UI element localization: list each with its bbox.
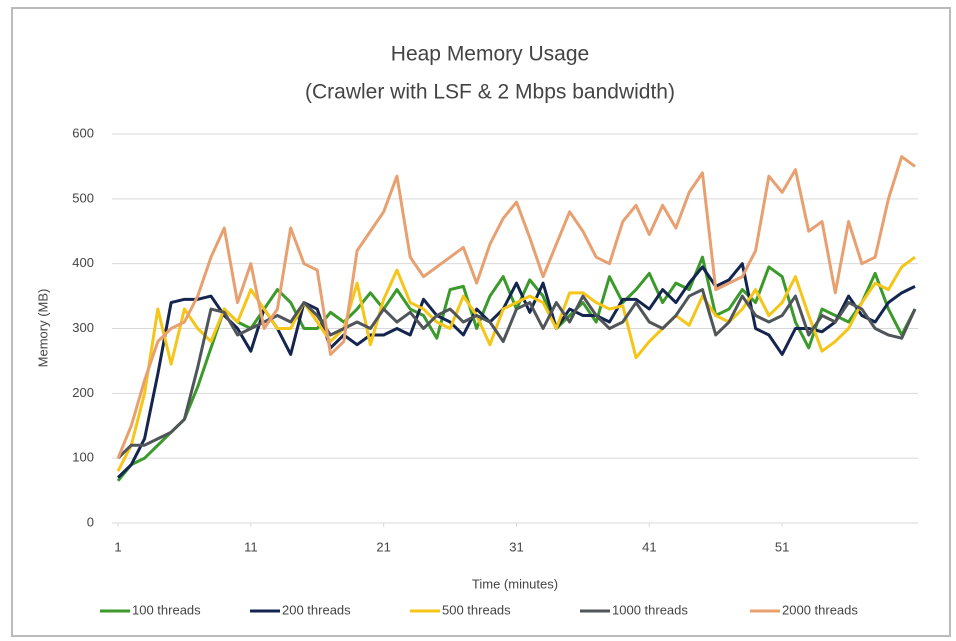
y-tick-label: 500 — [72, 190, 94, 205]
legend-label: 200 threads — [282, 602, 351, 617]
legend-label: 100 threads — [132, 602, 201, 617]
x-tick-label: 21 — [376, 539, 390, 554]
y-axis-label: Memory (MB) — [35, 289, 50, 368]
x-tick-label: 1 — [114, 539, 121, 554]
legend-label: 2000 threads — [782, 602, 858, 617]
series-line — [116, 288, 917, 460]
y-tick-label: 200 — [72, 385, 94, 400]
series-line — [116, 155, 916, 459]
x-tick-label: 51 — [775, 539, 789, 554]
x-tick-label: 31 — [509, 539, 523, 554]
y-tick-label: 600 — [72, 125, 94, 140]
x-tick-label: 41 — [642, 539, 656, 554]
y-tick-label: 0 — [87, 514, 94, 529]
series-line — [116, 255, 916, 472]
chart-title: Heap Memory Usage — [391, 43, 589, 66]
y-tick-label: 300 — [72, 320, 94, 335]
legend-label: 1000 threads — [612, 602, 688, 617]
series-line — [116, 262, 916, 479]
y-tick-label: 400 — [72, 255, 94, 270]
x-tick-label: 11 — [244, 539, 258, 554]
x-axis-label: Time (minutes) — [472, 576, 558, 591]
legend-label: 500 threads — [442, 602, 511, 617]
y-tick-label: 100 — [72, 450, 94, 465]
chart-subtitle: (Crawler with LSF & 2 Mbps bandwidth) — [305, 81, 675, 104]
